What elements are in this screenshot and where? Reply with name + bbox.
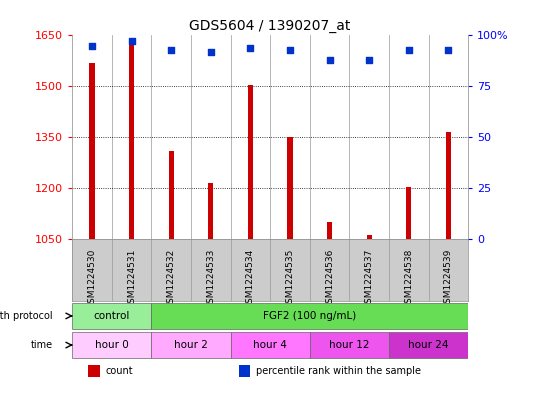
Text: growth protocol: growth protocol xyxy=(0,311,52,321)
Text: control: control xyxy=(94,311,130,321)
Title: GDS5604 / 1390207_at: GDS5604 / 1390207_at xyxy=(189,19,351,33)
Text: GSM1224532: GSM1224532 xyxy=(167,249,175,309)
Text: hour 2: hour 2 xyxy=(174,340,208,350)
Bar xyxy=(310,332,389,358)
Text: GSM1224530: GSM1224530 xyxy=(88,249,96,309)
Text: hour 4: hour 4 xyxy=(253,340,287,350)
Text: GSM1224537: GSM1224537 xyxy=(365,249,373,309)
Text: FGF2 (100 ng/mL): FGF2 (100 ng/mL) xyxy=(263,311,356,321)
Text: GSM1224539: GSM1224539 xyxy=(444,249,453,309)
Text: GSM1224531: GSM1224531 xyxy=(127,249,136,309)
Text: hour 0: hour 0 xyxy=(95,340,129,350)
Bar xyxy=(151,332,231,358)
Point xyxy=(286,46,294,53)
Text: hour 12: hour 12 xyxy=(329,340,370,350)
Bar xyxy=(287,138,293,239)
Bar xyxy=(72,332,151,358)
Bar xyxy=(151,303,468,329)
Point xyxy=(444,46,453,53)
Point xyxy=(88,42,96,49)
Bar xyxy=(72,303,151,329)
Point xyxy=(404,46,413,53)
Text: percentile rank within the sample: percentile rank within the sample xyxy=(256,366,422,376)
Text: hour 24: hour 24 xyxy=(408,340,449,350)
Text: GSM1224533: GSM1224533 xyxy=(207,249,215,309)
Bar xyxy=(327,222,332,239)
Bar xyxy=(248,84,253,239)
Bar xyxy=(406,187,411,239)
Text: GSM1224538: GSM1224538 xyxy=(404,249,413,309)
Point xyxy=(127,39,136,45)
Bar xyxy=(231,332,310,358)
Text: GSM1224535: GSM1224535 xyxy=(286,249,294,309)
Point xyxy=(325,57,334,63)
Text: GSM1224534: GSM1224534 xyxy=(246,249,255,309)
Point xyxy=(207,49,215,55)
Bar xyxy=(129,42,134,239)
Text: GSM1224536: GSM1224536 xyxy=(325,249,334,309)
Point xyxy=(365,57,373,63)
Bar xyxy=(389,332,468,358)
Bar xyxy=(239,365,250,378)
Bar xyxy=(169,151,174,239)
Point xyxy=(167,46,175,53)
Text: time: time xyxy=(30,340,52,350)
Text: count: count xyxy=(106,366,134,376)
Point xyxy=(246,44,255,51)
Bar xyxy=(446,132,451,239)
Bar xyxy=(366,235,372,239)
Bar xyxy=(208,183,213,239)
Bar xyxy=(88,365,100,378)
Bar xyxy=(89,62,95,239)
